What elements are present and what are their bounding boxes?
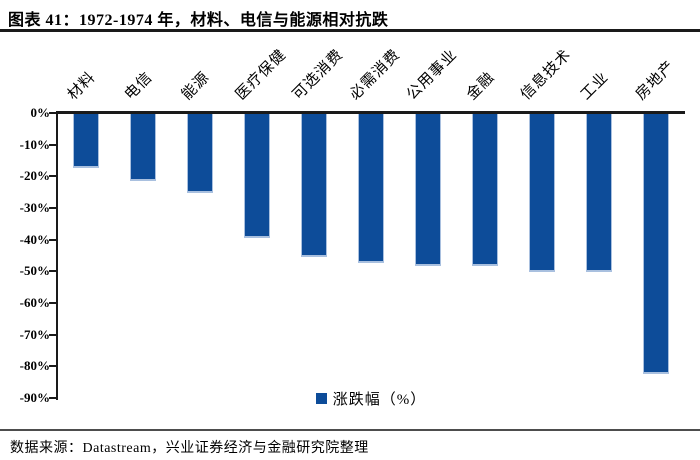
bar [528, 114, 555, 273]
bar [358, 114, 384, 263]
y-axis-label: -40% [19, 231, 50, 247]
y-axis-tick [49, 365, 57, 368]
bar [244, 114, 271, 238]
y-axis-tick [49, 238, 57, 241]
y-axis-spine [56, 111, 58, 400]
y-axis-tick [49, 175, 57, 178]
y-axis-label: 0% [30, 105, 51, 120]
x-axis-line [56, 111, 685, 114]
y-axis-tick [49, 270, 57, 273]
y-axis-label: -90% [19, 390, 50, 405]
y-axis-tick [49, 302, 57, 304]
category-label: 工业 [577, 69, 612, 104]
category-label: 房地产 [633, 58, 679, 104]
bar [187, 114, 214, 194]
y-axis-label: -10% [19, 136, 50, 152]
legend-swatch-icon [315, 392, 327, 404]
source-note: 数据来源：Datastream，兴业证券经济与金融研究院整理 [10, 441, 369, 456]
category-label: 电信 [122, 69, 157, 104]
y-axis-label: -20% [19, 168, 50, 184]
category-label: 金融 [463, 69, 498, 104]
bar [585, 114, 612, 273]
page-title: 图表 41：1972-1974 年，材料、电信与能源相对抗跌 [8, 12, 389, 29]
bar [414, 114, 441, 266]
category-label: 医疗保健 [233, 46, 290, 104]
y-axis-tick [49, 112, 57, 114]
y-axis-label: -50% [19, 263, 50, 279]
legend-label: 涨跌幅（%） [332, 391, 427, 408]
bar [301, 114, 328, 257]
category-label: 可选消费 [290, 46, 347, 104]
y-axis-tick [49, 143, 57, 146]
category-label: 信息技术 [517, 46, 575, 104]
y-axis-label: -60% [19, 295, 50, 310]
y-axis-label: -30% [19, 200, 50, 215]
y-axis-tick [49, 333, 57, 336]
bar [73, 114, 100, 168]
bar [642, 114, 669, 374]
category-label: 材料 [65, 69, 100, 104]
category-label: 能源 [179, 69, 214, 104]
category-label: 公用事业 [403, 46, 461, 104]
bar [130, 114, 157, 181]
category-label: 必需消费 [346, 46, 404, 104]
y-axis-tick [49, 207, 57, 209]
footer-divider [0, 429, 700, 431]
bar [471, 114, 498, 266]
y-axis-tick [49, 397, 57, 399]
y-axis-label: -70% [19, 326, 50, 342]
y-axis-label: -80% [19, 358, 50, 374]
title-underline [0, 29, 700, 32]
legend: 涨跌幅（%） [58, 387, 684, 409]
